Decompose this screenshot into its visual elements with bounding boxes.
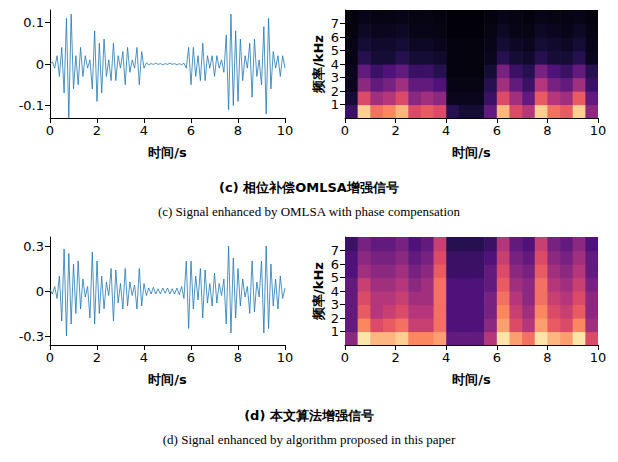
svg-text:1: 1 [331,324,339,339]
svg-text:频率/kHz: 频率/kHz [311,35,326,94]
svg-text:时间/s: 时间/s [452,145,491,160]
svg-text:10: 10 [590,123,607,138]
svg-text:0: 0 [341,350,349,365]
svg-text:时间/s: 时间/s [148,145,187,160]
svg-text:10: 10 [277,123,294,138]
svg-text:2: 2 [391,350,399,365]
svg-text:6: 6 [331,257,339,272]
svg-text:8: 8 [234,123,242,138]
svg-text:8: 8 [543,123,551,138]
svg-text:6: 6 [493,350,501,365]
svg-text:4: 4 [140,350,148,365]
svg-text:3: 3 [331,70,339,85]
svg-text:(c) Signal enhanced by OMLSA w: (c) Signal enhanced by OMLSA with phase … [158,204,461,219]
svg-text:2: 2 [391,123,399,138]
svg-text:4: 4 [331,57,339,72]
svg-text:6: 6 [331,30,339,45]
svg-text:4: 4 [442,123,450,138]
svg-text:0: 0 [46,123,54,138]
svg-text:2: 2 [331,311,339,326]
svg-text:8: 8 [234,350,242,365]
svg-text:10: 10 [590,350,607,365]
svg-text:4: 4 [331,284,339,299]
svg-text:时间/s: 时间/s [148,372,187,387]
svg-text:(d) Signal enhanced by algorit: (d) Signal enhanced by algorithm propose… [163,432,456,447]
svg-text:6: 6 [187,123,195,138]
svg-text:2: 2 [331,84,339,99]
svg-text:4: 4 [140,123,148,138]
svg-text:2: 2 [93,350,101,365]
svg-text:3: 3 [331,297,339,312]
svg-text:1: 1 [331,97,339,112]
svg-text:0: 0 [46,350,54,365]
svg-text:6: 6 [187,350,195,365]
svg-text:7: 7 [331,243,339,258]
svg-text:(c) 相位补偿OMLSA增强信号: (c) 相位补偿OMLSA增强信号 [219,180,399,195]
svg-text:0: 0 [341,123,349,138]
svg-text:2: 2 [93,123,101,138]
svg-text:7: 7 [331,16,339,31]
svg-text:0.3: 0.3 [23,239,44,254]
svg-text:5: 5 [331,43,339,58]
svg-text:10: 10 [277,350,294,365]
svg-text:-0.1: -0.1 [19,98,44,113]
svg-text:-0.3: -0.3 [19,329,44,344]
svg-text:4: 4 [442,350,450,365]
svg-text:频率/kHz: 频率/kHz [311,262,326,321]
svg-text:(d) 本文算法增强信号: (d) 本文算法增强信号 [244,408,374,423]
svg-text:时间/s: 时间/s [452,372,491,387]
svg-text:0.1: 0.1 [23,15,44,30]
svg-text:5: 5 [331,270,339,285]
svg-text:0: 0 [36,284,44,299]
svg-text:0: 0 [36,57,44,72]
svg-text:8: 8 [543,350,551,365]
svg-text:6: 6 [493,123,501,138]
